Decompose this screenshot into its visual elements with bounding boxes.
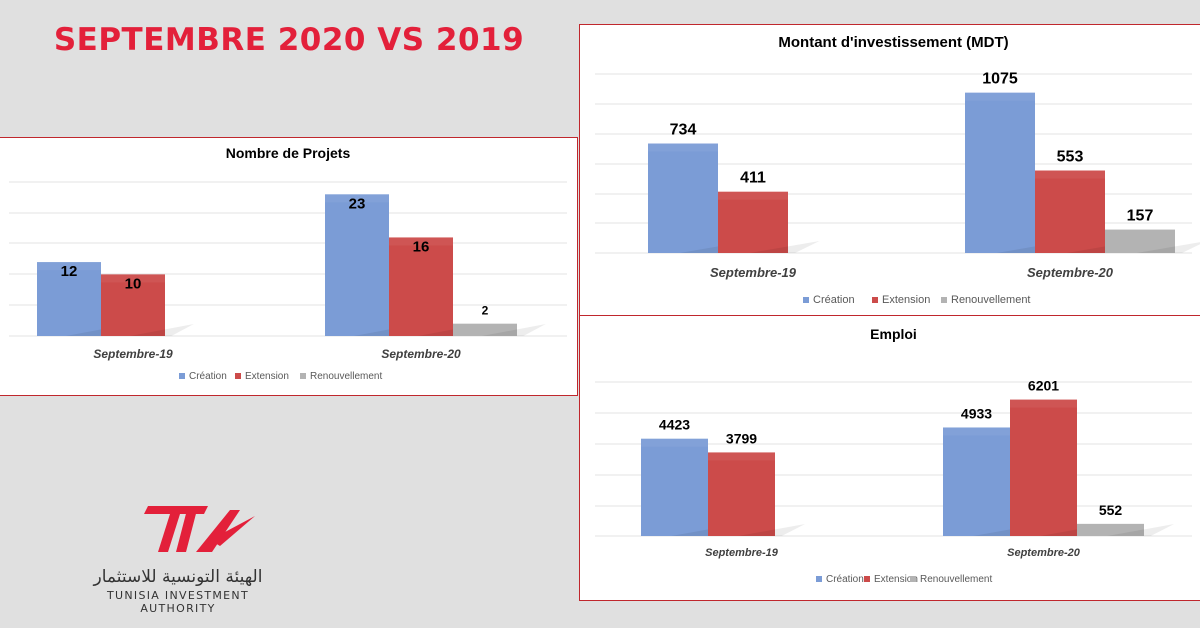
legend-swatch xyxy=(803,297,809,303)
legend-swatch xyxy=(300,373,306,379)
bar xyxy=(718,191,788,253)
data-label: 6201 xyxy=(1028,378,1059,394)
data-label: 4933 xyxy=(961,405,992,421)
page-title: SEPTEMBRE 2020 VS 2019 xyxy=(53,22,525,58)
bar-highlight xyxy=(37,262,101,271)
chart-panel-nombre-projets: Nombre de Projets 12 10 Septembre-19 23 16 2 Se… xyxy=(0,137,578,396)
bar-highlight xyxy=(943,427,1010,436)
bar-highlight xyxy=(1010,399,1077,408)
chart-emploi: Emploi 4423 3799 Septembre-19 4933 6201 552 Sep… xyxy=(595,326,1192,585)
data-label: 734 xyxy=(670,122,697,139)
chart-title: Emploi xyxy=(870,326,917,342)
category-label: Septembre-20 xyxy=(1007,547,1081,559)
data-label: 4423 xyxy=(659,417,690,433)
data-label: 553 xyxy=(1057,149,1084,166)
bar xyxy=(648,143,718,253)
bar-shadow xyxy=(481,324,546,336)
legend-label: Extension xyxy=(874,574,918,585)
data-label: 3799 xyxy=(726,430,757,446)
bar-highlight xyxy=(718,191,788,200)
category-label: Septembre-20 xyxy=(1027,265,1114,280)
bar xyxy=(453,323,517,336)
bar-highlight xyxy=(708,452,775,461)
data-label: 1075 xyxy=(982,71,1018,88)
legend-label: Création xyxy=(826,574,864,585)
bar-shadow xyxy=(1136,242,1200,253)
category-label: Septembre-19 xyxy=(705,547,779,559)
chart-title: Montant d'investissement (MDT) xyxy=(778,34,1008,51)
bar-highlight xyxy=(648,143,718,152)
logo-english-name: TUNISIA INVESTMENT AUTHORITY xyxy=(107,589,249,615)
bar-shadow xyxy=(738,524,806,536)
data-label: 2 xyxy=(482,304,489,318)
legend-swatch xyxy=(872,297,878,303)
bar-shadow xyxy=(749,241,820,253)
legend-label: Renouvellement xyxy=(310,371,382,382)
legend-swatch xyxy=(235,373,241,379)
tia-logo-mark xyxy=(144,506,255,552)
chart-body: Montant d'investissement (MDT) 734 411 Sept… xyxy=(595,34,1200,306)
data-label: 10 xyxy=(125,275,142,292)
chart-montant-investissement: Montant d'investissement (MDT) 734 411 Sept… xyxy=(595,34,1200,306)
bar xyxy=(1105,229,1175,253)
bar xyxy=(1077,523,1144,536)
bar xyxy=(37,262,101,336)
legend-label: Renouvellement xyxy=(951,294,1031,306)
category-label: Septembre-20 xyxy=(381,347,461,361)
tia-logo: الهيئة التونسية للاستثمار TUNISIA INVEST… xyxy=(70,500,330,615)
data-label: 12 xyxy=(61,263,78,280)
legend-label: Extension xyxy=(245,371,289,382)
legend-label: Renouvellement xyxy=(920,574,992,585)
chart-panel-emploi: Emploi 4423 3799 Septembre-19 4933 6201 552 Sep… xyxy=(579,315,1200,601)
legend-swatch xyxy=(864,576,870,582)
bar xyxy=(641,438,708,536)
bar xyxy=(943,427,1010,536)
bar xyxy=(325,194,389,336)
data-label: 16 xyxy=(413,238,430,255)
chart-title: Nombre de Projets xyxy=(226,145,351,161)
bar xyxy=(1035,170,1105,253)
bar-highlight xyxy=(641,438,708,447)
bar xyxy=(965,92,1035,253)
bar xyxy=(389,237,453,336)
category-label: Septembre-19 xyxy=(710,265,797,280)
data-label: 552 xyxy=(1099,502,1123,518)
chart-body: Nombre de Projets 12 10 Septembre-19 23 16 2 Se… xyxy=(9,145,567,382)
bar xyxy=(708,452,775,536)
data-label: 157 xyxy=(1127,208,1154,225)
bar xyxy=(101,274,165,336)
chart-nombre-projets: Nombre de Projets 12 10 Septembre-19 23 16 2 Se… xyxy=(9,145,567,382)
bar-highlight xyxy=(1035,170,1105,179)
data-label: 411 xyxy=(740,170,766,187)
legend-swatch xyxy=(816,576,822,582)
legend-swatch xyxy=(179,373,185,379)
data-label: 23 xyxy=(349,195,366,212)
legend-swatch xyxy=(941,297,947,303)
bar-highlight xyxy=(965,92,1035,101)
bar-highlight xyxy=(325,194,389,203)
legend-label: Création xyxy=(813,294,855,306)
chart-panel-montant-investissement: Montant d'investissement (MDT) 734 411 Sept… xyxy=(579,24,1200,316)
bar-shadow xyxy=(129,324,194,336)
legend-label: Extension xyxy=(882,294,930,306)
bar-highlight xyxy=(101,274,165,283)
chart-body: Emploi 4423 3799 Septembre-19 4933 6201 552 Sep… xyxy=(595,326,1192,585)
legend-swatch xyxy=(910,576,916,582)
bar xyxy=(1010,399,1077,536)
bar-highlight xyxy=(389,237,453,246)
category-label: Septembre-19 xyxy=(93,347,173,361)
logo-arabic-name: الهيئة التونسية للاستثمار xyxy=(93,567,263,587)
legend-label: Création xyxy=(189,371,227,382)
bar-shadow xyxy=(1107,524,1175,536)
